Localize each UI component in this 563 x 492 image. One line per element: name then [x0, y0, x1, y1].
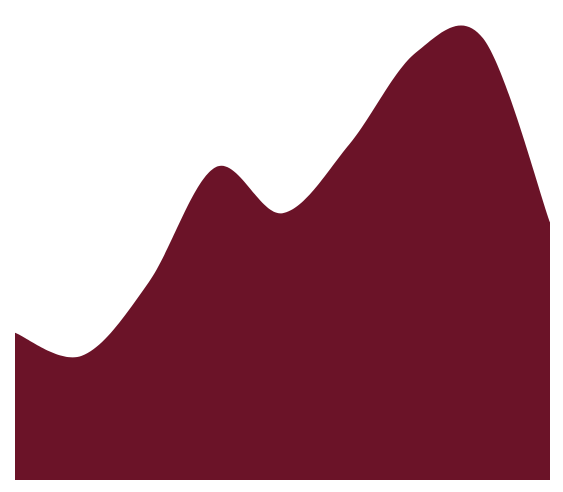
area-series-0: [15, 25, 550, 480]
plot-area: [15, 25, 550, 480]
